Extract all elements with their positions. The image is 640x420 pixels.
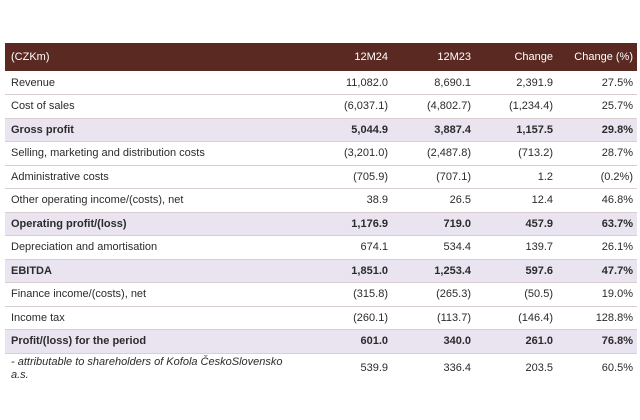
- cell-change: (713.2): [518, 147, 553, 160]
- row-label: Depreciation and amortisation: [11, 241, 158, 254]
- table-row: Depreciation and amortisation 674.1 534.4 1…: [5, 236, 637, 259]
- cell-change-percent: 19.0%: [601, 288, 633, 301]
- cell-12m23: (2,487.8): [426, 147, 471, 160]
- cell-12m23: 26.5: [449, 194, 471, 207]
- cell-change-percent: 76.8%: [601, 335, 633, 348]
- row-label: - attributable to shareholders of Kofola…: [11, 355, 283, 381]
- header-12m23: 12M23: [437, 51, 471, 63]
- cell-12m24: (315.8): [353, 288, 388, 301]
- cell-12m24: 1,176.9: [351, 217, 388, 230]
- cell-12m23: (707.1): [436, 170, 471, 183]
- cell-change: 261.0: [525, 335, 553, 348]
- table-row: Administrative costs (705.9) (707.1) 1.2 (0.…: [5, 165, 637, 189]
- row-label: Income tax: [11, 311, 65, 324]
- cell-12m24: (705.9): [353, 170, 388, 183]
- table-row: EBITDA 1,851.0 1,253.4 597.6 47.7%: [5, 259, 637, 283]
- cell-12m24: (3,201.0): [343, 147, 388, 160]
- cell-change: 139.7: [525, 241, 553, 254]
- cell-12m24: 1,851.0: [351, 264, 388, 277]
- row-label: Other operating income/(costs), net: [11, 194, 184, 207]
- table-row: Selling, marketing and distribution cost…: [5, 142, 637, 165]
- cell-change-percent: 47.7%: [601, 264, 633, 277]
- cell-change: 1,157.5: [516, 123, 553, 136]
- row-label: EBITDA: [11, 264, 52, 277]
- cell-change: 203.5: [525, 361, 553, 374]
- cell-12m23: (113.7): [436, 311, 471, 324]
- row-label: Finance income/(costs), net: [11, 288, 147, 301]
- cell-change: 597.6: [525, 264, 553, 277]
- cell-change-percent: 128.8%: [595, 311, 633, 324]
- row-label: Cost of sales: [11, 100, 75, 113]
- cell-12m24: 674.1: [360, 241, 388, 254]
- cell-12m23: (265.3): [436, 288, 471, 301]
- row-label: Revenue: [11, 76, 56, 89]
- cell-change-percent: 26.1%: [601, 241, 633, 254]
- cell-12m24: (260.1): [353, 311, 388, 324]
- cell-change: (50.5): [524, 288, 553, 301]
- cell-12m23: 534.4: [443, 241, 471, 254]
- cell-change: 457.9: [525, 217, 553, 230]
- cell-12m24: 5,044.9: [351, 123, 388, 136]
- cell-change-percent: 60.5%: [601, 361, 633, 374]
- table-row: Revenue 11,082.0 8,690.1 2,391.9 27.5%: [5, 71, 637, 95]
- table-row: Profit/(loss) for the period 601.0 340.0 26…: [5, 329, 637, 353]
- cell-change-percent: 63.7%: [601, 217, 633, 230]
- table-header-row: (CZKm) 12M24 12M23 Change Change (%): [5, 43, 637, 71]
- cell-change-percent: 46.8%: [601, 194, 633, 207]
- header-12m24: 12M24: [354, 51, 388, 63]
- table-row: Income tax (260.1) (113.7) (146.4) 128.8%: [5, 306, 637, 330]
- table-row: Other operating income/(costs), net 38.9 2…: [5, 189, 637, 212]
- cell-change-percent: 27.5%: [601, 76, 633, 89]
- cell-change: 1.2: [537, 170, 553, 183]
- table-row: Operating profit/(loss) 1,176.9 719.0 457.9…: [5, 212, 637, 236]
- cell-12m23: 1,253.4: [434, 264, 471, 277]
- table-row: Finance income/(costs), net (315.8) (265.3…: [5, 283, 637, 306]
- cell-12m23: 340.0: [443, 335, 471, 348]
- cell-change: 2,391.9: [516, 76, 553, 89]
- row-label: Profit/(loss) for the period: [11, 335, 147, 348]
- cell-change: (146.4): [518, 311, 553, 324]
- cell-12m24: 601.0: [360, 335, 388, 348]
- cell-12m24: 38.9: [366, 194, 388, 207]
- cell-12m23: (4,802.7): [426, 100, 471, 113]
- table-row: - attributable to shareholders of Kofola…: [5, 353, 637, 383]
- cell-change-percent: 29.8%: [601, 123, 633, 136]
- row-label: Gross profit: [11, 123, 74, 136]
- row-label: Selling, marketing and distribution cost…: [11, 147, 205, 160]
- income-statement-table: (CZKm) 12M24 12M23 Change Change (%) Rev…: [5, 43, 637, 383]
- cell-change: 12.4: [531, 194, 553, 207]
- cell-change-percent: (0.2%): [600, 170, 633, 183]
- cell-12m23: 8,690.1: [434, 76, 471, 89]
- financial-table-container: (CZKm) 12M24 12M23 Change Change (%) Rev…: [5, 43, 637, 383]
- header-change: Change: [514, 51, 553, 63]
- cell-change-percent: 25.7%: [601, 100, 633, 113]
- cell-12m23: 3,887.4: [434, 123, 471, 136]
- table-row: Cost of sales (6,037.1) (4,802.7) (1,234.4)…: [5, 95, 637, 118]
- cell-12m23: 719.0: [443, 217, 471, 230]
- cell-12m24: 11,082.0: [345, 76, 388, 89]
- cell-12m23: 336.4: [443, 361, 471, 374]
- header-currency-unit: (CZKm): [11, 51, 50, 63]
- cell-12m24: 539.9: [360, 361, 388, 374]
- cell-change-percent: 28.7%: [601, 147, 633, 160]
- cell-change: (1,234.4): [508, 100, 553, 113]
- row-label: Administrative costs: [11, 170, 109, 183]
- table-row: Gross profit 5,044.9 3,887.4 1,157.5 29.8%: [5, 118, 637, 142]
- header-change-percent: Change (%): [574, 51, 633, 63]
- cell-12m24: (6,037.1): [343, 100, 388, 113]
- row-label: Operating profit/(loss): [11, 217, 127, 230]
